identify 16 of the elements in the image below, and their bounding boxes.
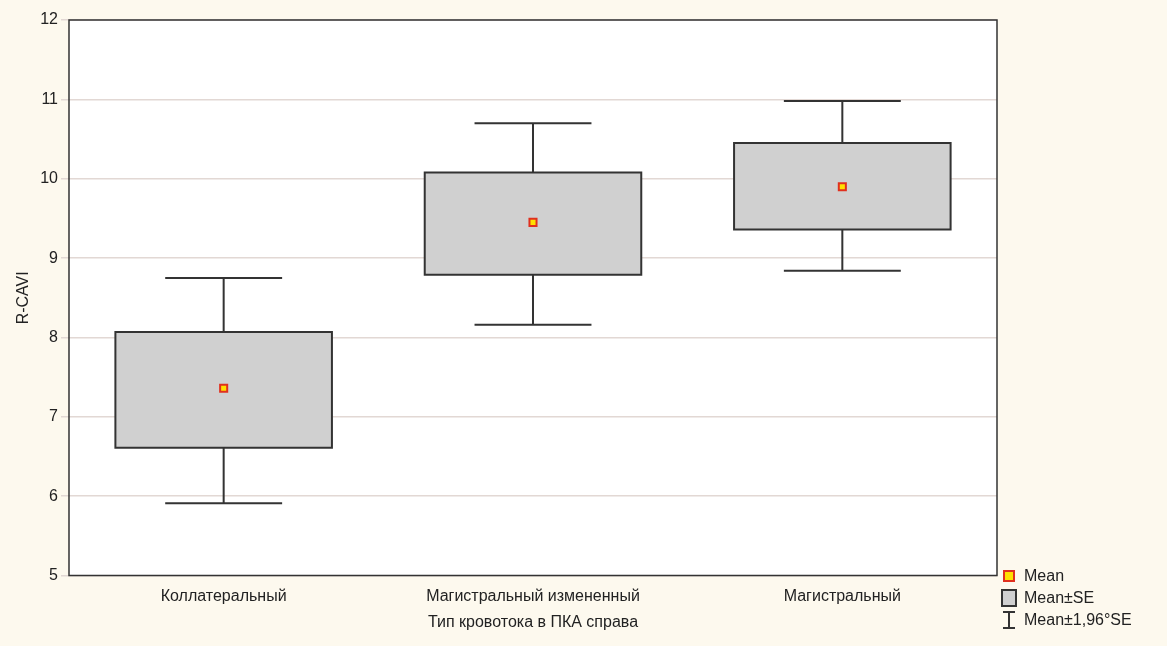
y-tick-label: 9 [49, 248, 59, 266]
y-axis-title: R-CAVI [14, 271, 32, 325]
text: Mean±1,96°SE [1024, 610, 1132, 630]
y-tick-label: 6 [49, 486, 59, 504]
x-tick-label: Коллатеральный [160, 586, 287, 604]
y-tick-label: 11 [41, 89, 59, 107]
text: Mean±SE [1024, 588, 1095, 608]
x-tick-label: Магистральный измененный [426, 586, 640, 604]
y-tick-label: 8 [49, 327, 59, 345]
x-tick-label: Магистральный [783, 586, 901, 604]
y-tick-label: 12 [40, 10, 59, 28]
y-tick-label: 7 [49, 407, 59, 425]
y-tick-label: 5 [49, 566, 59, 584]
y-tick-label: 10 [40, 169, 59, 187]
text: Mean [1024, 566, 1065, 586]
x-axis-title: Тип кровотока в ПКА справа [427, 612, 639, 630]
